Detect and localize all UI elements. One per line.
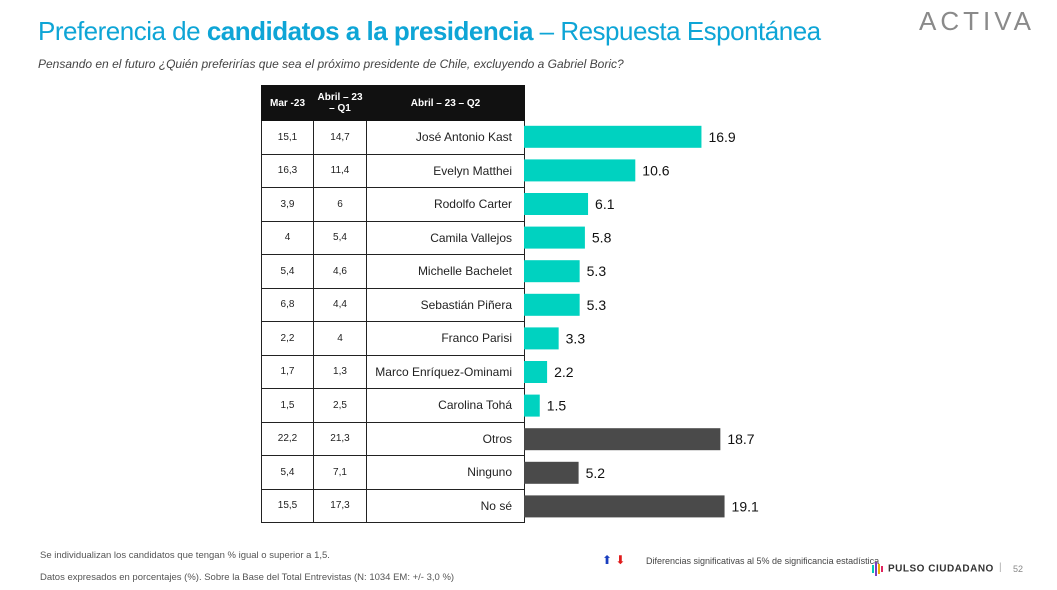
bar: [524, 226, 585, 249]
mar23-cell: 15,1: [261, 120, 314, 155]
candidate-name: José Antonio Kast: [366, 120, 525, 155]
candidate-name: Camila Vallejos: [366, 220, 525, 255]
candidate-name: Ninguno: [366, 455, 525, 490]
significance-legend-arrows: ⬆ ⬇: [602, 553, 625, 567]
abr23-q1-cell: 21,3: [313, 421, 367, 456]
bar: [524, 327, 559, 350]
abr23-q1-cell: 1,3: [313, 354, 367, 389]
abr23-q1-cell: 14,7: [313, 120, 367, 155]
results-table: Mar -23 Abril – 23 – Q1 Abril – 23 – Q2 …: [261, 85, 525, 523]
arrow-up-icon: ⬆: [602, 553, 613, 567]
table-row: 22,2 21,3 Otros: [261, 421, 525, 456]
abr23-q1-cell: 4,6: [313, 254, 367, 289]
mar23-cell: 22,2: [261, 421, 314, 456]
bar-value-label: 18.7: [727, 431, 754, 447]
page-subtitle: Pensando en el futuro ¿Quién preferirías…: [38, 57, 624, 71]
bar: [524, 495, 725, 518]
abr23-q1-cell: 7,1: [313, 455, 367, 490]
mar23-cell: 5,4: [261, 455, 314, 490]
mar23-cell: 6,8: [261, 287, 314, 322]
mar23-cell: 2,2: [261, 321, 314, 356]
bar: [524, 260, 580, 283]
candidate-name: Rodolfo Carter: [366, 187, 525, 222]
table-row: 5,4 7,1 Ninguno: [261, 455, 525, 490]
abr23-q1-cell: 11,4: [313, 153, 367, 188]
candidate-name: Franco Parisi: [366, 321, 525, 356]
table-row: 2,2 4 Franco Parisi: [261, 321, 525, 356]
table-row: 15,1 14,7 José Antonio Kast: [261, 120, 525, 155]
abr23-q1-cell: 4,4: [313, 287, 367, 322]
mar23-cell: 1,5: [261, 388, 314, 423]
mar23-cell: 16,3: [261, 153, 314, 188]
candidate-name: No sé: [366, 488, 525, 523]
footnote-threshold: Se individualizan los candidatos que ten…: [40, 550, 330, 561]
candidate-name: Otros: [366, 421, 525, 456]
mar23-cell: 15,5: [261, 488, 314, 523]
table-row: 5,4 4,6 Michelle Bachelet: [261, 254, 525, 289]
bar: [524, 361, 548, 383]
header-abr23-q2: Abril – 23 – Q2: [366, 85, 525, 121]
bar-value-label: 19.1: [732, 498, 759, 514]
abr23-q1-cell: 6: [313, 187, 367, 222]
bar: [524, 293, 580, 316]
mar23-cell: 3,9: [261, 187, 314, 222]
header-abr23-q1: Abril – 23 – Q1: [313, 85, 367, 121]
bar-value-label: 5.2: [586, 465, 606, 481]
bar-value-label: 3.3: [566, 330, 586, 346]
bar-value-label: 2.2: [554, 364, 574, 380]
brand-label: PULSO CIUDADANO: [872, 562, 994, 576]
bar-value-label: 1.5: [547, 398, 567, 414]
bar: [524, 193, 589, 215]
pulso-logo-icon: [872, 562, 884, 576]
mar23-cell: 4: [261, 220, 314, 255]
candidate-name: Sebastián Piñera: [366, 287, 525, 322]
significance-legend-text: Diferencias significativas al 5% de sign…: [646, 556, 880, 566]
footnote-base: Datos expresados en porcentajes (%). Sob…: [40, 572, 455, 583]
bar-value-label: 16.9: [708, 129, 735, 145]
table-row: 1,7 1,3 Marco Enríquez-Ominami: [261, 354, 525, 389]
bar: [524, 394, 540, 417]
bar: [524, 125, 702, 148]
bar: [524, 461, 579, 484]
candidate-name: Carolina Tohá: [366, 388, 525, 423]
bar-value-label: 6.1: [595, 196, 615, 212]
activa-logo: ACTIVA: [919, 6, 1035, 36]
table-header-row: Mar -23 Abril – 23 – Q1 Abril – 23 – Q2: [261, 85, 525, 121]
candidate-name: Marco Enríquez-Ominami: [366, 354, 525, 389]
table-row: 6,8 4,4 Sebastián Piñera: [261, 287, 525, 322]
abr23-q1-cell: 2,5: [313, 388, 367, 423]
page-number: 52: [1013, 564, 1024, 574]
bar-value-label: 5.3: [587, 297, 607, 313]
footer-separator: |: [999, 562, 1002, 573]
mar23-cell: 1,7: [261, 354, 314, 389]
abr23-q1-cell: 4: [313, 321, 367, 356]
table-row: 4 5,4 Camila Vallejos: [261, 220, 525, 255]
bar-chart: 16.9 10.6 6.1 5.8 5.3 5.3 3.3 2.2 1.5 18.7 5.2 19.1: [524, 125, 759, 518]
table-row: 16,3 11,4 Evelyn Matthei: [261, 153, 525, 188]
arrow-down-icon: ⬇: [615, 553, 626, 567]
bar: [524, 159, 636, 182]
table-row: 15,5 17,3 No sé: [261, 488, 525, 523]
header-mar23: Mar -23: [261, 85, 314, 121]
abr23-q1-cell: 5,4: [313, 220, 367, 255]
candidate-name: Evelyn Matthei: [366, 153, 525, 188]
abr23-q1-cell: 17,3: [313, 488, 367, 523]
page-title: Preferencia de candidatos a la presidenc…: [38, 16, 821, 46]
bar-value-label: 5.3: [587, 263, 607, 279]
table-row: 1,5 2,5 Carolina Tohá: [261, 388, 525, 423]
mar23-cell: 5,4: [261, 254, 314, 289]
bar-value-label: 10.6: [642, 162, 669, 178]
table-row: 3,9 6 Rodolfo Carter: [261, 187, 525, 222]
bar: [524, 428, 721, 451]
bar-value-label: 5.8: [592, 230, 612, 246]
candidate-name: Michelle Bachelet: [366, 254, 525, 289]
